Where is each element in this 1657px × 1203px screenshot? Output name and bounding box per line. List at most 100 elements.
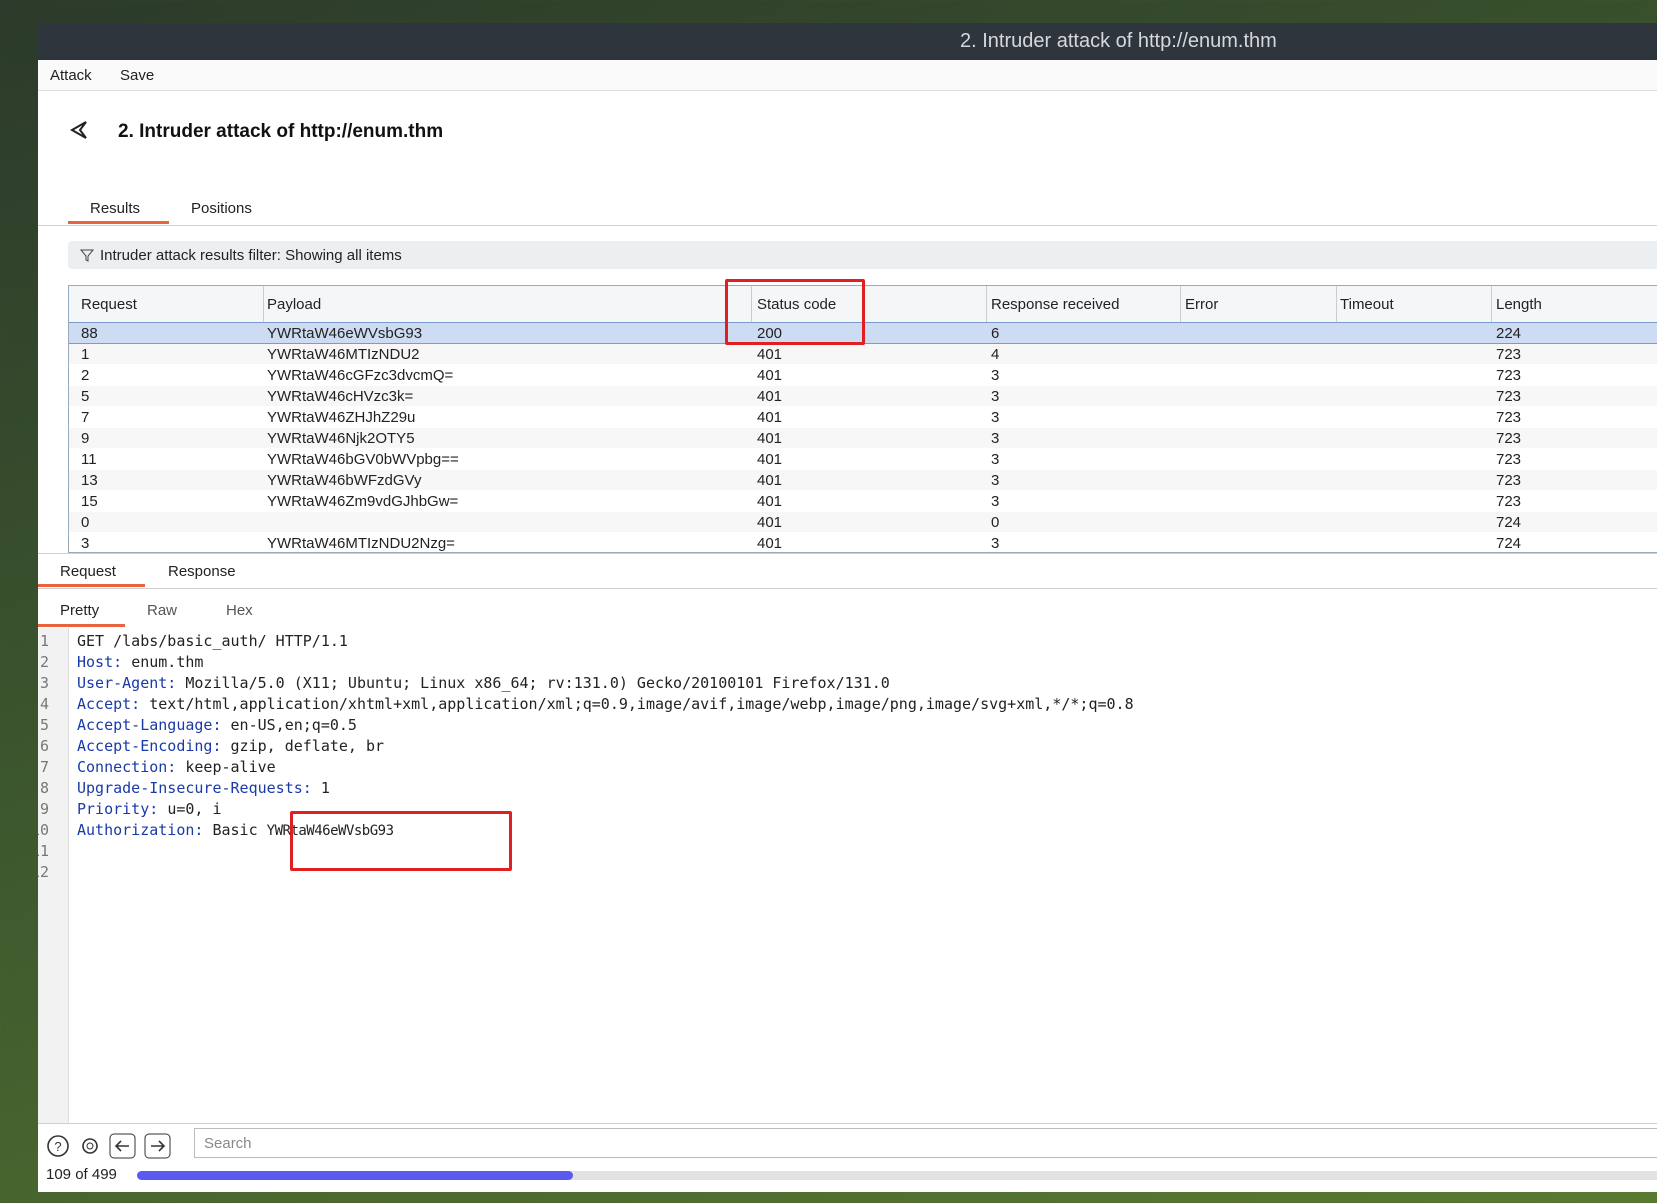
table-cell: 401 [757,493,783,510]
header-value: GET /labs/basic_auth/ HTTP/1.1 [77,632,348,650]
line-number: 5 [39,716,49,734]
divider [38,553,1657,554]
tab[interactable]: Results [90,200,141,217]
header-value: Basic [212,821,258,839]
table-cell: YWRtaW46eWVsbG93 [267,325,423,342]
table-cell: YWRtaW46cGFzc3dvcmQ= [267,367,454,384]
filter-text: Intruder attack results filter: Showing … [100,247,402,264]
column-separator [986,286,987,322]
header-value: gzip, deflate, br [230,737,385,755]
menu-bar: Attack Save [38,60,1657,91]
tab[interactable]: Raw [147,602,178,619]
tab[interactable]: Request [60,563,116,580]
tab[interactable]: Response [168,563,236,580]
table-cell: 401 [757,451,783,468]
line-number: 4 [39,695,49,713]
search-placeholder: Search [204,1135,252,1152]
progress-fill [137,1171,573,1180]
table-cell: YWRtaW46Njk2OTY5 [267,430,415,447]
column-separator [1336,286,1337,322]
table-cell: 0 [991,514,1000,531]
column-separator [1180,286,1181,322]
table-cell: YWRtaW46MTIzNDU2 [267,346,420,363]
line-number: 11 [38,842,49,860]
highlight-box [290,811,512,871]
tab-underline [68,221,169,224]
table-cell: 401 [757,514,783,531]
table-cell: 401 [757,535,783,552]
line-number: 8 [39,779,49,797]
tab[interactable]: Positions [191,200,252,217]
table-cell: 11 [81,451,97,468]
filter-bar[interactable]: Intruder attack results filter: Showing … [68,241,1657,269]
column-header: Error [1185,296,1219,313]
table-cell: 9 [81,430,90,447]
table-row[interactable] [69,428,1657,448]
header-name: Accept-Language: [77,716,222,734]
header-value: text/html,application/xhtml+xml,applicat… [149,695,1134,713]
table-row[interactable] [69,470,1657,490]
tab-underline [38,624,125,627]
header-value: Mozilla/5.0 (X11; Ubuntu; Linux x86_64; … [185,674,890,692]
table-cell: 723 [1496,367,1522,384]
table-row[interactable] [69,386,1657,406]
line-number: 2 [39,653,49,671]
table-cell: 3 [81,535,90,552]
table-cell: 401 [757,430,783,447]
table-cell: 401 [757,388,783,405]
code-line: Priority: u=0, i [77,800,222,818]
tab-underline [38,584,145,587]
table-cell: 200 [757,325,783,342]
table-cell: 724 [1496,535,1522,552]
menu-item[interactable]: Save [120,67,155,84]
line-number: 6 [39,737,49,755]
header-value: enum.thm [131,653,204,671]
table-cell: 1 [81,346,90,363]
table-cell: 3 [991,367,1000,384]
table-cell: YWRtaW46cHVzc3k= [267,388,414,405]
table-cell: 7 [81,409,90,426]
tab[interactable]: Pretty [60,602,100,619]
filter-icon [80,249,94,262]
header-name: Host: [77,653,123,671]
code-line: User-Agent: Mozilla/5.0 (X11; Ubuntu; Li… [77,674,890,692]
header-name: Accept: [77,695,141,713]
table-cell: 3 [991,409,1000,426]
table-cell: 4 [991,346,1000,363]
column-separator [1491,286,1492,322]
table-cell: YWRtaW46Zm9vdGJhbGw= [267,493,459,510]
table-row[interactable] [69,512,1657,532]
column-separator [751,286,752,322]
code-line: GET /labs/basic_auth/ HTTP/1.1 [77,632,348,650]
table-cell: 15 [81,493,98,510]
header-name: Priority: [77,800,159,818]
header-name: Accept-Encoding: [77,737,222,755]
table-cell: 723 [1496,493,1522,510]
table-cell: 723 [1496,409,1522,426]
table-cell: 224 [1496,325,1522,342]
table-cell: 3 [991,451,1000,468]
table-cell: 6 [991,325,1000,342]
header-name: Authorization: [77,821,204,839]
search-input[interactable]: Search [194,1128,1657,1158]
toolbar-icons[interactable]: ? [46,1131,186,1161]
header-value: 1 [320,779,330,797]
table-row[interactable] [69,344,1657,364]
column-header: Timeout [1340,296,1394,313]
table-cell: 3 [991,472,1000,489]
table-cell: YWRtaW46bWFzdGVy [267,472,422,489]
code-line: Accept-Encoding: gzip, deflate, br [77,737,384,755]
header-title: 2. Intruder attack of http://enum.thm [118,121,444,142]
menu-item[interactable]: Attack [50,67,92,84]
table-cell: YWRtaW46bGV0bWVpbg== [267,451,459,468]
divider [38,1123,1657,1124]
line-number: 1 [39,632,49,650]
header-value: en-US,en;q=0.5 [230,716,357,734]
table-cell: YWRtaW46MTIzNDU2Nzg= [267,535,455,552]
line-number: 7 [39,758,49,776]
header-value: u=0, i [167,800,222,818]
window: 2. Intruder attack of http://enum.thm At… [38,23,1657,1192]
table-cell: 0 [81,514,90,531]
tab[interactable]: Hex [226,602,253,619]
